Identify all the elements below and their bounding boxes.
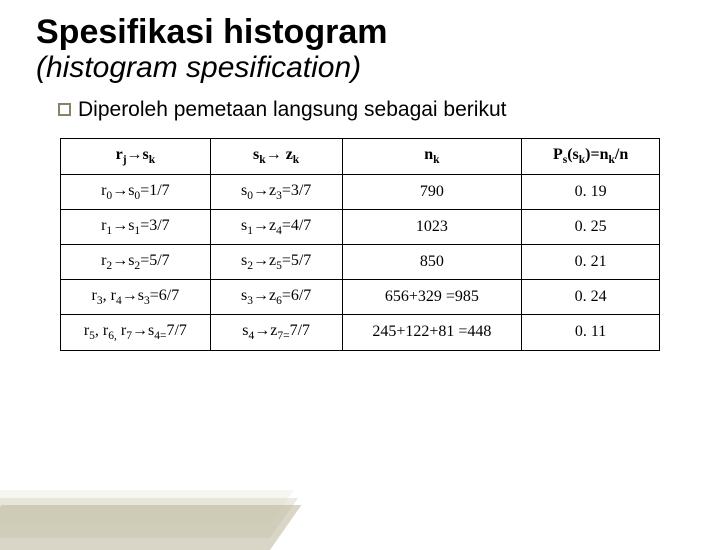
cell-sk-zk: s3→z6=6/7: [210, 280, 342, 315]
cell-nk: 790: [342, 174, 522, 209]
cell-ps: 0. 24: [522, 280, 660, 315]
cell-rj-sk: r1→s1=3/7: [61, 209, 211, 244]
bullet-line: Diperoleh pemetaan langsung sebagai beri…: [58, 98, 684, 122]
cell-nk: 850: [342, 244, 522, 279]
cell-ps: 0. 21: [522, 244, 660, 279]
table-row: r2→s2=5/7 s2→z5=5/7 850 0. 21: [61, 244, 660, 279]
cell-nk: 656+329 =985: [342, 280, 522, 315]
table-row: r1→s1=3/7 s1→z4=4/7 1023 0. 25: [61, 209, 660, 244]
cell-rj-sk: r5, r6, r7→s4=7/7: [61, 315, 211, 350]
cell-sk-zk: s2→z5=5/7: [210, 244, 342, 279]
cell-nk: 245+122+81 =448: [342, 315, 522, 350]
cell-sk-zk: s0→z3=3/7: [210, 174, 342, 209]
slide-title: Spesifikasi histogram: [36, 14, 684, 51]
table-row: r0→s0=1/7 s0→z3=3/7 790 0. 19: [61, 174, 660, 209]
cell-sk-zk: s1→z4=4/7: [210, 209, 342, 244]
slide-decoration: [0, 460, 300, 550]
table-header-row: rj→sk sk→ zk nk Ps(sk)=nk/n: [61, 139, 660, 174]
th-rj-sk: rj→sk: [61, 139, 211, 174]
slide-subtitle: (histogram spesification): [36, 51, 684, 84]
cell-rj-sk: r0→s0=1/7: [61, 174, 211, 209]
bullet-icon: [58, 103, 71, 116]
cell-sk-zk: s4→z7=7/7: [210, 315, 342, 350]
cell-ps: 0. 11: [522, 315, 660, 350]
cell-ps: 0. 25: [522, 209, 660, 244]
cell-nk: 1023: [342, 209, 522, 244]
th-sk-zk: sk→ zk: [210, 139, 342, 174]
table-row: r3, r4→s3=6/7 s3→z6=6/7 656+329 =985 0. …: [61, 280, 660, 315]
table-row: r5, r6, r7→s4=7/7 s4→z7=7/7 245+122+81 =…: [61, 315, 660, 350]
cell-rj-sk: r2→s2=5/7: [61, 244, 211, 279]
th-ps: Ps(sk)=nk/n: [522, 139, 660, 174]
bullet-text: Diperoleh pemetaan langsung sebagai beri…: [78, 98, 506, 121]
spec-table: rj→sk sk→ zk nk Ps(sk)=nk/n r0→s0=1/7 s0…: [60, 138, 660, 350]
cell-rj-sk: r3, r4→s3=6/7: [61, 280, 211, 315]
cell-ps: 0. 19: [522, 174, 660, 209]
th-nk: nk: [342, 139, 522, 174]
